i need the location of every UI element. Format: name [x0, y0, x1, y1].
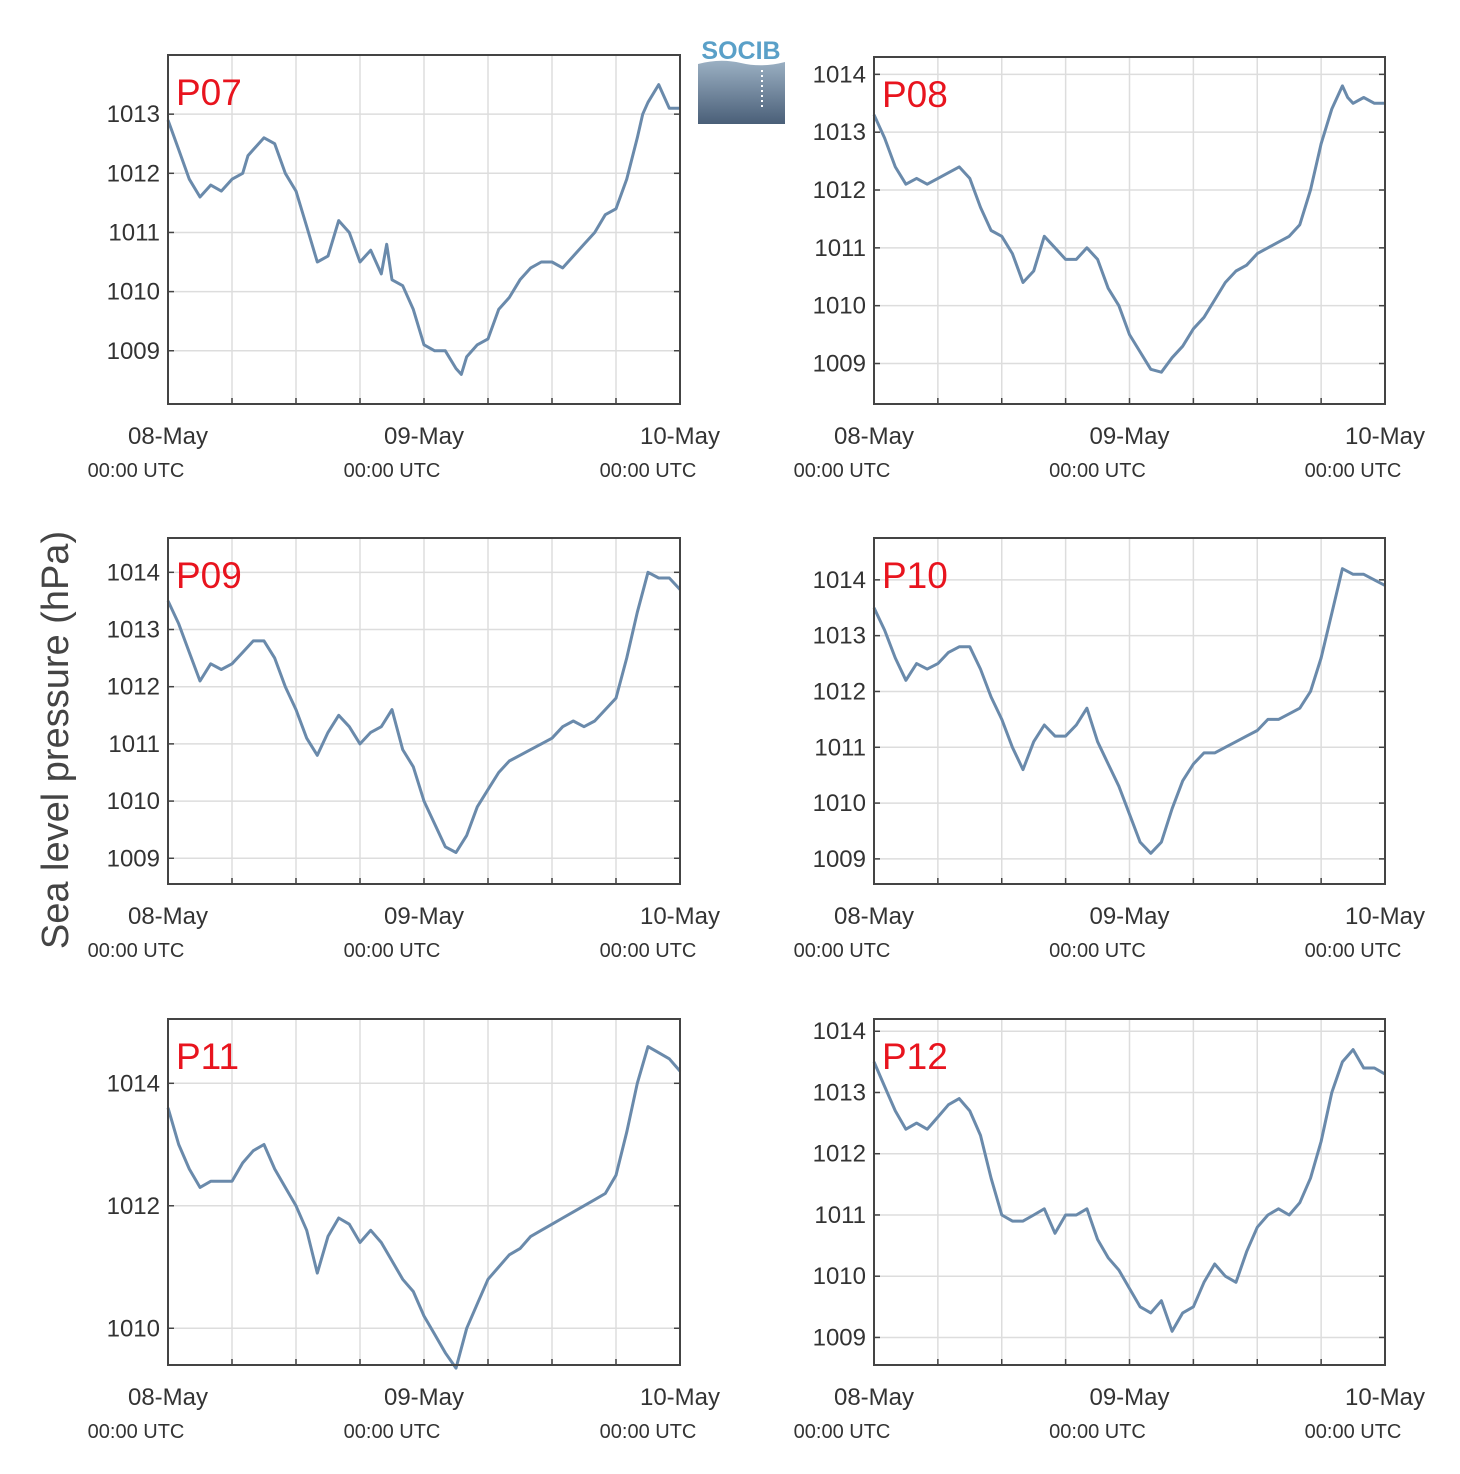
socib-logo: SOCIB [698, 37, 785, 124]
y-tick-label: 1010 [107, 788, 160, 815]
panel-p12: 1009 1010 1011 1012 1013 1014 08-May 00:00 UTC 0… [794, 1018, 1425, 1443]
panel-title: P08 [882, 74, 948, 115]
y-tick-label: 1010 [107, 279, 160, 306]
y-axis-label: Sea level pressure (hPa) [35, 531, 77, 949]
y-tick-label: 1010 [813, 790, 866, 817]
y-tick-label: 1009 [813, 846, 866, 873]
x-tick-time-label: 00:00 UTC [1305, 940, 1402, 962]
pressure-series-line [166, 83, 680, 376]
y-tick-label: 1011 [814, 235, 866, 262]
x-tick-date-label: 09-May [384, 1384, 464, 1411]
panel-p10: 1009 1010 1011 1012 1013 1014 08-May 00:00 UTC 0… [794, 537, 1425, 962]
y-tick-label: 1009 [107, 338, 160, 365]
x-tick-time-label: 00:00 UTC [1049, 460, 1146, 482]
plot-frame [873, 537, 1386, 885]
plot-frame [167, 1018, 681, 1366]
y-tick-label: 1011 [814, 1202, 866, 1229]
x-tick-date-label: 10-May [640, 903, 720, 930]
x-tick-date-label: 08-May [128, 423, 208, 450]
y-tick-label: 1011 [108, 219, 160, 246]
y-tick-label: 1013 [813, 1079, 866, 1106]
x-tick-time-label: 00:00 UTC [794, 460, 891, 482]
y-tick-label: 1012 [813, 177, 866, 204]
y-tick-label: 1014 [107, 559, 160, 586]
y-tick-label: 1013 [813, 119, 866, 146]
panel-title: P12 [882, 1036, 948, 1077]
x-tick-date-label: 10-May [640, 1384, 720, 1411]
pressure-series-line [166, 570, 682, 854]
y-tick-label: 1012 [107, 674, 160, 701]
x-tick-time-label: 00:00 UTC [1305, 1421, 1402, 1443]
y-tick-label: 1014 [107, 1070, 160, 1097]
x-tick-time-label: 00:00 UTC [1049, 940, 1146, 962]
panel-title: P11 [176, 1036, 239, 1077]
y-tick-label: 1014 [813, 1018, 866, 1045]
y-tick-label: 1009 [107, 845, 160, 872]
plot-frame [167, 537, 681, 885]
x-tick-date-label: 09-May [384, 903, 464, 930]
x-tick-date-label: 09-May [384, 423, 464, 450]
y-tick-label: 1009 [813, 1324, 866, 1351]
panel-p07: 1009 1010 1011 1012 1013 08-May 00:00 UTC 09-Ma… [88, 54, 720, 482]
plot-frame [873, 56, 1386, 405]
y-tick-label: 1011 [814, 734, 866, 761]
logo-text: SOCIB [701, 37, 780, 65]
y-tick-label: 1012 [107, 1193, 160, 1220]
y-tick-label: 1013 [107, 617, 160, 644]
y-tick-label: 1012 [107, 160, 160, 187]
x-tick-date-label: 08-May [834, 903, 914, 930]
panel-title: P10 [882, 555, 948, 596]
x-tick-time-label: 00:00 UTC [794, 940, 891, 962]
panel-p08: 1009 1010 1011 1012 1013 1014 08-May 00:00 UTC 0… [794, 56, 1425, 482]
x-tick-time-label: 00:00 UTC [600, 1421, 697, 1443]
panel-p09: 1009 1010 1011 1012 1013 1014 08-May 00:00 UTC 0… [88, 537, 720, 962]
x-tick-date-label: 10-May [1345, 1384, 1425, 1411]
y-tick-label: 1012 [813, 678, 866, 705]
logo-wave-icon [698, 60, 785, 124]
y-tick-label: 1011 [108, 731, 160, 758]
x-tick-time-label: 00:00 UTC [1305, 460, 1402, 482]
x-tick-time-label: 00:00 UTC [344, 940, 441, 962]
x-tick-date-label: 08-May [128, 1384, 208, 1411]
x-tick-time-label: 00:00 UTC [1049, 1421, 1146, 1443]
pressure-series-line [872, 567, 1386, 855]
y-tick-label: 1014 [813, 61, 866, 88]
y-tick-label: 1012 [813, 1141, 866, 1168]
y-tick-label: 1009 [813, 351, 866, 378]
pressure-series-line [872, 84, 1385, 374]
x-tick-date-label: 09-May [1089, 903, 1169, 930]
x-tick-time-label: 00:00 UTC [88, 460, 185, 482]
x-tick-time-label: 00:00 UTC [344, 460, 441, 482]
x-tick-date-label: 09-May [1089, 423, 1169, 450]
plot-frame [167, 54, 681, 405]
x-tick-date-label: 08-May [834, 423, 914, 450]
panel-title: P09 [176, 555, 242, 596]
y-tick-label: 1014 [813, 567, 866, 594]
panel-p11: 1010 1012 1014 08-May 00:00 UTC 09-May 00:00 U… [88, 1018, 720, 1443]
pressure-series-line [872, 1048, 1386, 1333]
x-tick-date-label: 10-May [1345, 903, 1425, 930]
y-tick-label: 1010 [813, 293, 866, 320]
x-tick-time-label: 00:00 UTC [344, 1421, 441, 1443]
y-tick-label: 1013 [107, 101, 160, 128]
x-tick-date-label: 10-May [1345, 423, 1425, 450]
plot-frame [873, 1018, 1386, 1366]
panel-title: P07 [176, 72, 242, 113]
x-tick-date-label: 10-May [640, 423, 720, 450]
x-tick-time-label: 00:00 UTC [600, 940, 697, 962]
x-tick-time-label: 00:00 UTC [600, 460, 697, 482]
x-tick-date-label: 09-May [1089, 1384, 1169, 1411]
y-tick-label: 1010 [107, 1315, 160, 1342]
x-tick-time-label: 00:00 UTC [88, 1421, 185, 1443]
pressure-series-line [166, 1045, 682, 1370]
x-tick-time-label: 00:00 UTC [794, 1421, 891, 1443]
y-tick-label: 1013 [813, 623, 866, 650]
x-tick-date-label: 08-May [834, 1384, 914, 1411]
y-tick-label: 1010 [813, 1263, 866, 1290]
x-tick-date-label: 08-May [128, 903, 208, 930]
x-tick-time-label: 00:00 UTC [88, 940, 185, 962]
